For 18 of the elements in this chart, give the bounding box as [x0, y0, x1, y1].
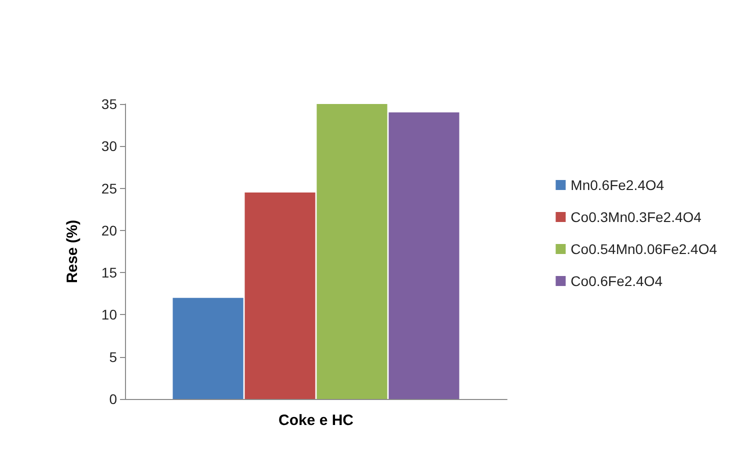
bar: [244, 192, 316, 399]
y-tick-label: 0: [109, 391, 118, 407]
y-tick-label: 25: [101, 180, 118, 196]
bar: [172, 298, 244, 399]
legend-label: Co0.6Fe2.4O4: [570, 273, 663, 289]
bar: [316, 104, 388, 399]
y-tick-label: 30: [101, 138, 118, 154]
legend-label: Co0.3Mn0.3Fe2.4O4: [570, 209, 702, 225]
y-axis-title: Rese (%): [64, 220, 81, 284]
legend-label: Co0.54Mn0.06Fe2.4O4: [570, 241, 718, 257]
y-tick-label: 5: [109, 348, 118, 365]
bar: [388, 112, 460, 399]
x-tick-label: Coke e HC: [278, 412, 354, 429]
y-tick-label: 20: [101, 222, 118, 238]
legend-label: Mn0.6Fe2.4O4: [570, 177, 664, 193]
y-tick-label: 35: [101, 96, 118, 112]
y-tick-label: 10: [101, 306, 118, 323]
y-tick-label: 15: [101, 264, 118, 281]
